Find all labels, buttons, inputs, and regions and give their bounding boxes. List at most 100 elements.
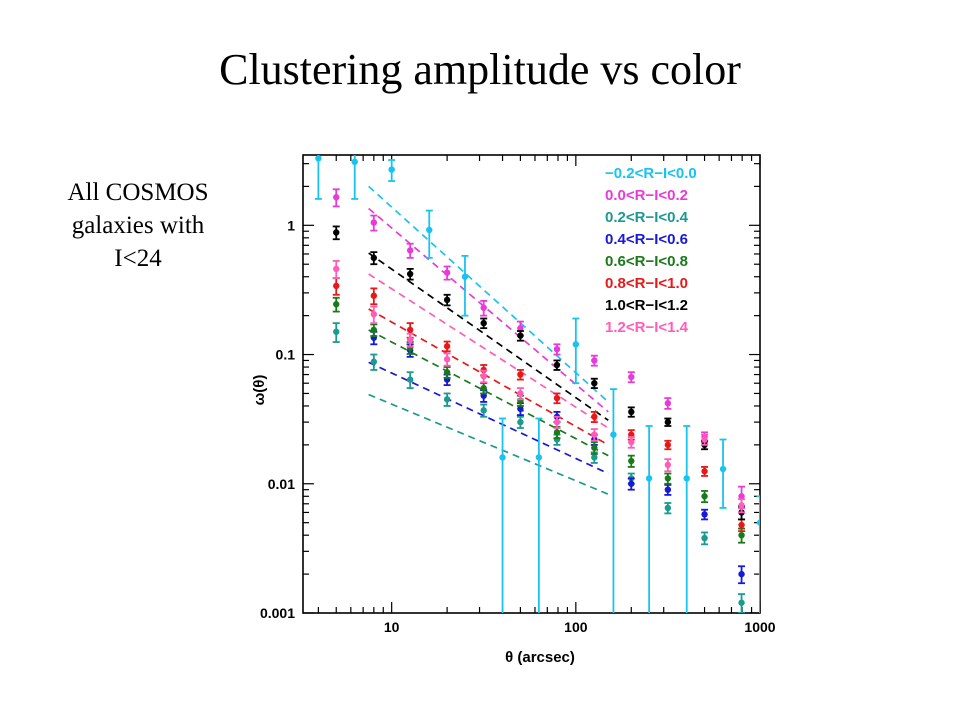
series-5-point — [701, 490, 709, 504]
series-1-marker — [535, 454, 543, 461]
series-3-point — [370, 353, 378, 371]
series-2-marker — [738, 493, 745, 500]
series-6-point — [370, 287, 378, 306]
series-5-marker — [701, 493, 708, 500]
series-6-point — [332, 277, 340, 296]
axes-layer: θ (arcsec) ω(θ) 10 100 1000 0.001 0.01 0.1 1 — [251, 217, 776, 666]
plot-frame — [302, 154, 761, 614]
series-1-point — [683, 425, 691, 613]
series-6-point — [590, 410, 598, 424]
series-3-point — [516, 415, 524, 429]
series-5-marker — [664, 475, 672, 482]
series-1-marker — [756, 519, 760, 526]
series-2-point — [370, 214, 378, 232]
series-2-marker — [480, 304, 487, 311]
series-5-fit-line — [368, 329, 609, 457]
series-2-point — [332, 188, 340, 208]
series-7-point — [627, 406, 635, 418]
series-5-marker — [370, 326, 378, 334]
series-5-marker — [333, 301, 340, 308]
series-2-fit-line — [368, 207, 609, 413]
series-8-point — [627, 436, 635, 449]
x-tick-label: 10 — [384, 619, 400, 635]
series-8-marker — [591, 431, 598, 438]
series-1-point — [314, 155, 322, 200]
series-5-point — [664, 472, 672, 485]
series-3-fit-line — [368, 393, 609, 496]
series-7-marker — [406, 270, 414, 278]
series-4-point — [627, 477, 635, 491]
series-8-marker — [333, 265, 340, 273]
fit-lines-layer — [368, 185, 609, 496]
series-4-point — [701, 508, 709, 521]
series-3-marker — [480, 407, 487, 414]
series-8-marker — [628, 438, 635, 446]
series-2-point — [590, 354, 598, 367]
y-tick-label: 1 — [287, 217, 295, 233]
series-3-marker — [738, 599, 745, 606]
series-6-point — [443, 340, 451, 353]
series-6-point — [664, 439, 672, 451]
series-2-marker — [591, 357, 598, 364]
series-8-point — [480, 369, 488, 384]
series-7-marker — [553, 361, 561, 369]
series-3-point — [664, 502, 672, 515]
series-7-point — [516, 330, 524, 342]
series-1-point — [572, 317, 580, 385]
legend-entry-4: 0.4<R−I<0.6 — [605, 231, 688, 248]
series-3-marker — [591, 454, 598, 461]
series-1-marker — [351, 158, 358, 166]
sample-note: All COSMOS galaxies with I<24 — [28, 176, 248, 275]
series-8-marker — [443, 356, 451, 363]
series-7-point — [406, 267, 414, 281]
series-8-point — [443, 352, 451, 367]
series-8-point — [332, 260, 340, 280]
series-6-marker — [553, 394, 561, 402]
series-6-marker — [370, 292, 378, 299]
series-7-marker — [370, 254, 378, 262]
plot-frame-layer — [302, 154, 761, 614]
series-8-point — [701, 433, 709, 446]
series-6-marker — [333, 282, 340, 290]
series-2-point — [406, 242, 414, 259]
series-3-marker — [406, 376, 414, 383]
series-3-point — [443, 392, 451, 407]
series-5-point — [332, 296, 340, 313]
series-2-point — [627, 371, 635, 384]
series-5-marker — [443, 369, 451, 376]
series-1-point — [535, 417, 543, 613]
series-8-fit-line — [368, 273, 609, 429]
series-8-marker — [701, 436, 708, 443]
x-axis-label: θ (arcsec) — [505, 649, 575, 666]
series-1-point — [461, 254, 469, 317]
series-1-point — [499, 417, 507, 613]
series-1-marker — [645, 475, 653, 482]
series-8-point — [370, 305, 378, 325]
series-7-point — [332, 225, 340, 241]
y-tick-label: 0.001 — [260, 605, 295, 621]
series-2-point — [443, 265, 451, 281]
clustering-chart: θ (arcsec) ω(θ) 10 100 1000 0.001 0.01 0.1 1 −… — [251, 154, 776, 666]
series-1-marker — [719, 465, 727, 473]
series-2-marker — [628, 373, 635, 381]
slide-title: Clustering amplitude vs color — [219, 45, 741, 94]
series-1-point — [425, 209, 433, 259]
series-6-marker — [406, 326, 414, 334]
series-6-marker — [443, 343, 451, 350]
series-5-marker — [591, 444, 598, 451]
series-5-marker — [738, 531, 745, 539]
series-3-marker — [664, 504, 672, 512]
series-7-point — [664, 417, 672, 427]
series-1-point — [756, 495, 760, 613]
series-5-marker — [628, 457, 635, 465]
series-1-marker — [683, 475, 690, 482]
series-5-point — [370, 323, 378, 337]
series-1-point — [609, 388, 617, 613]
sample-note-line-2: galaxies with — [71, 212, 205, 239]
series-1-marker — [572, 341, 580, 348]
legend-entry-3: 0.2<R−I<0.4 — [605, 209, 689, 226]
series-8-point — [590, 428, 598, 442]
series-3-point — [480, 403, 488, 418]
series-6-point — [701, 466, 709, 477]
series-7-point — [553, 359, 561, 371]
